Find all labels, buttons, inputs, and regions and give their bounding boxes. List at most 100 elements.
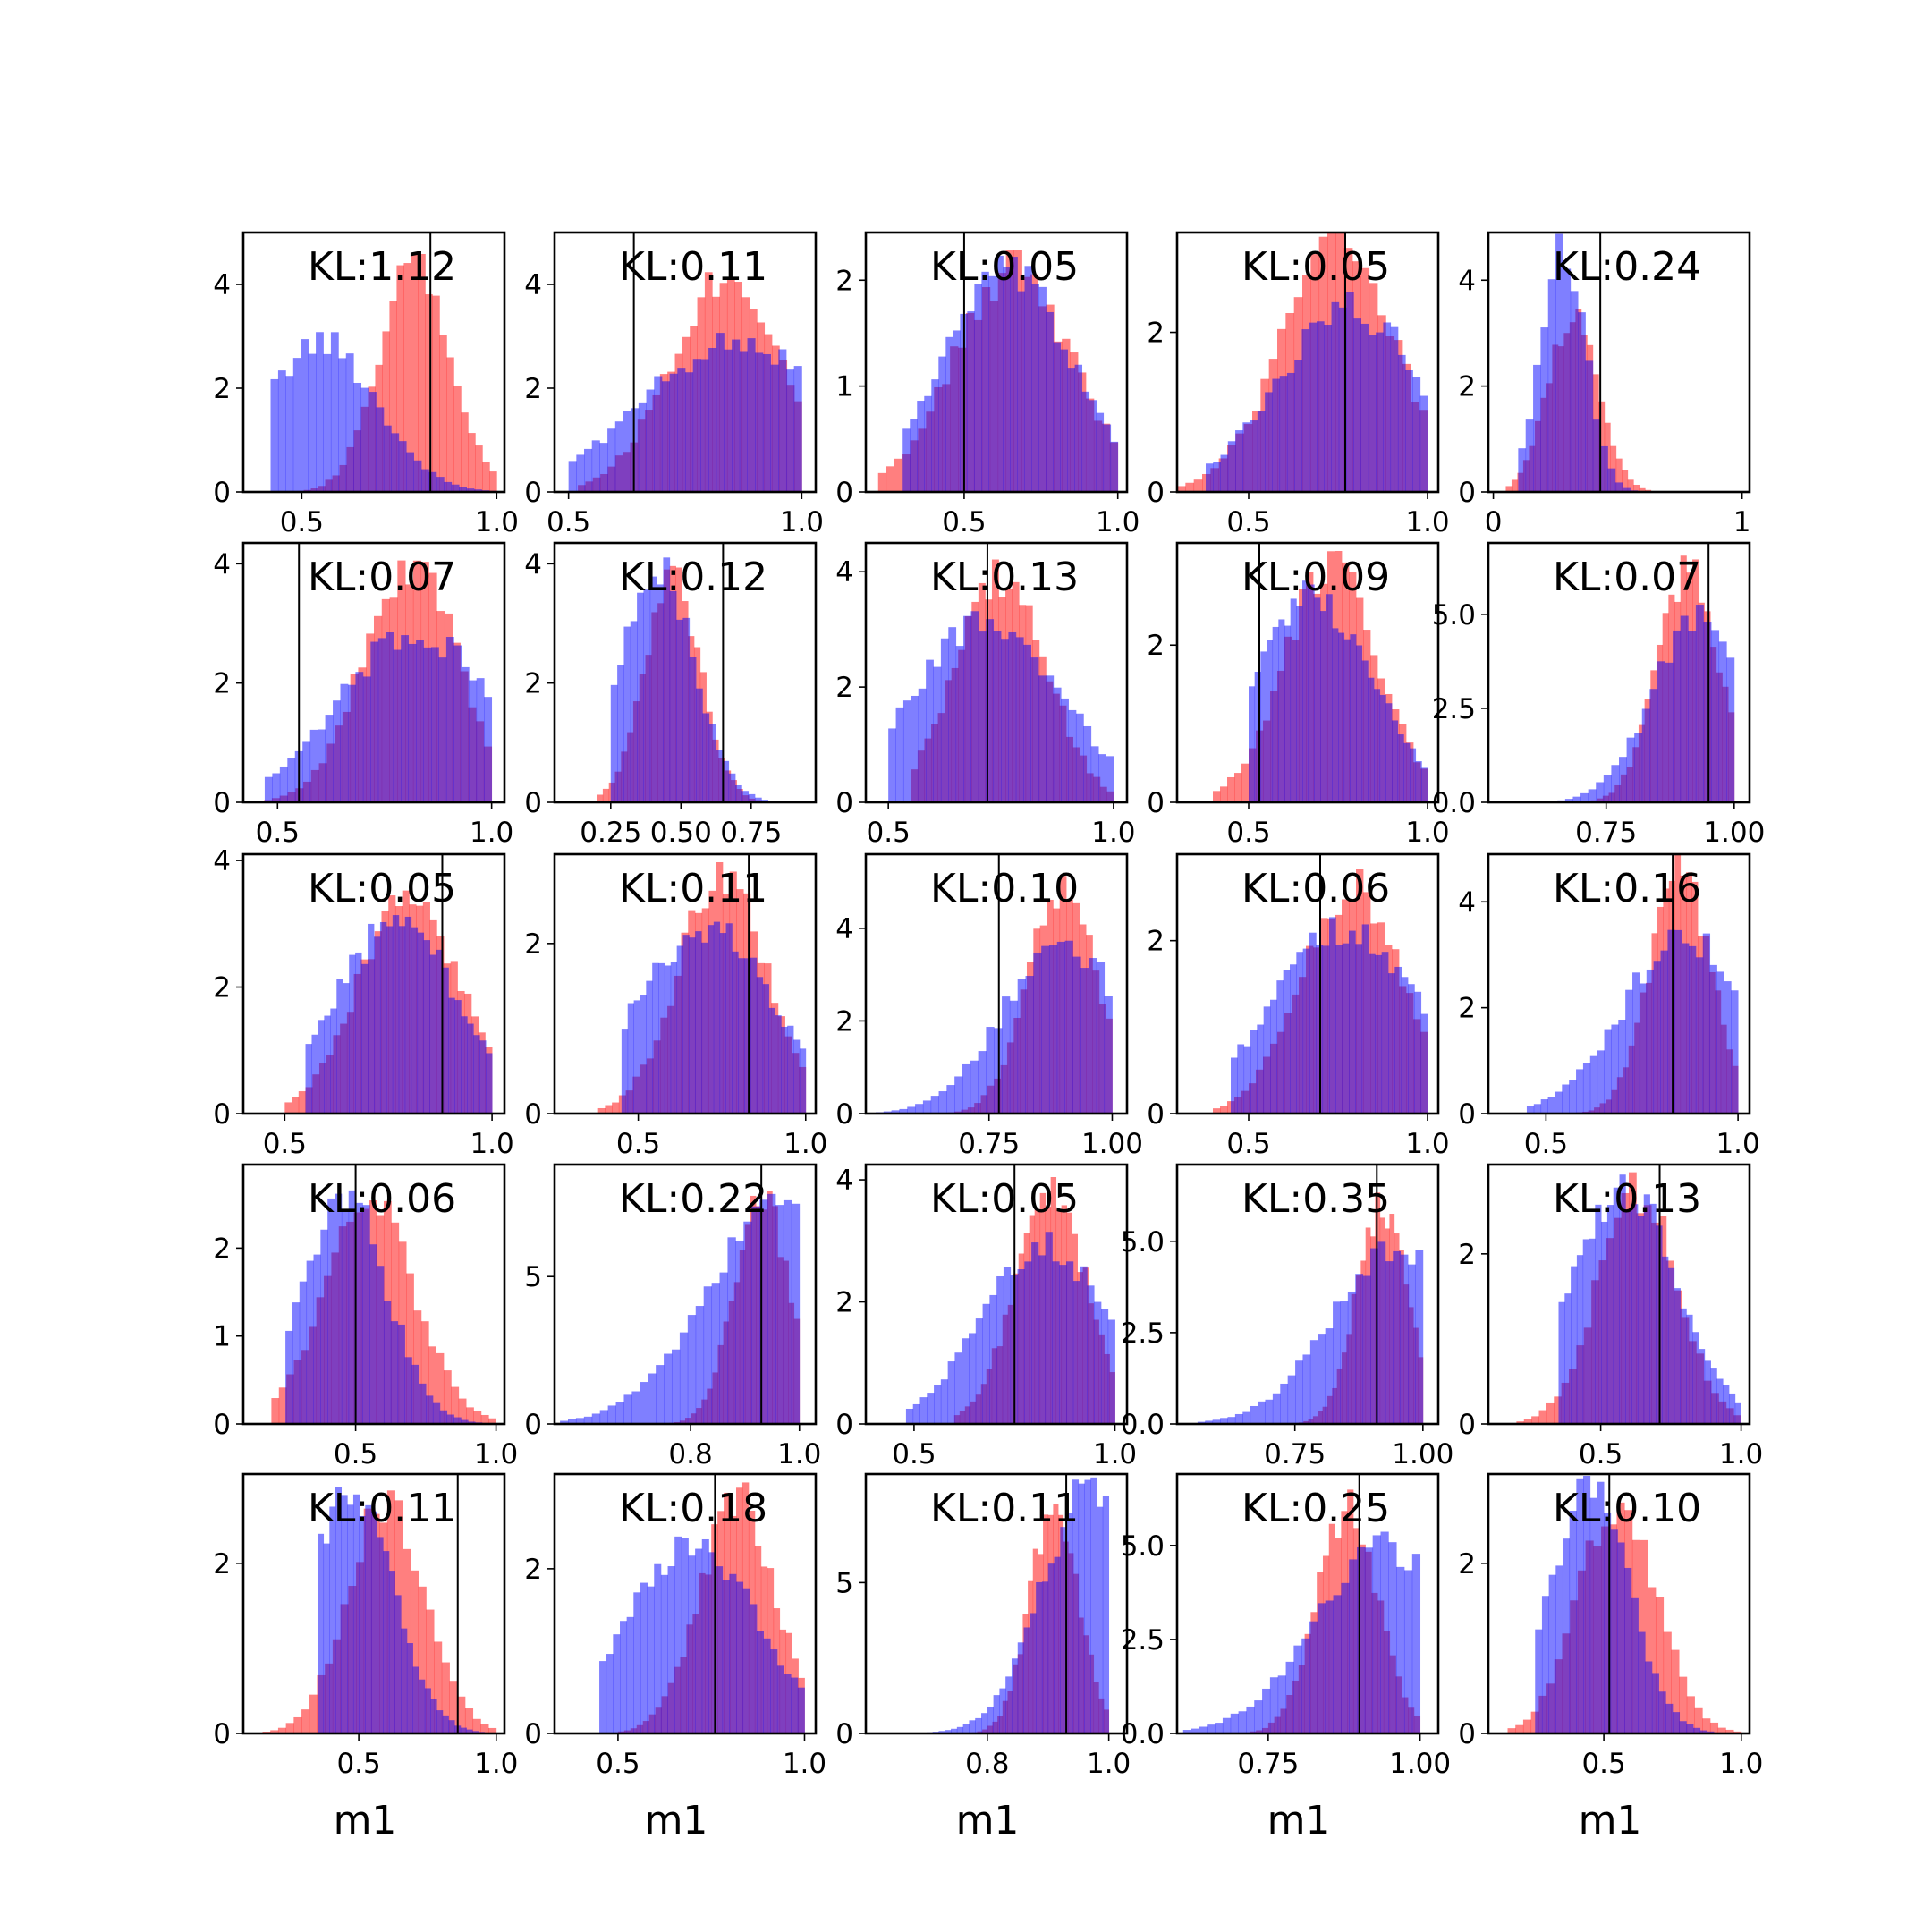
- histogram-bar: [1408, 984, 1415, 1114]
- histogram-bar: [1220, 1418, 1228, 1424]
- histogram-bar: [727, 1237, 736, 1424]
- histogram-bar: [467, 1023, 474, 1114]
- histogram-bar: [1072, 956, 1081, 1114]
- histogram-bar: [970, 611, 979, 802]
- histogram-bar: [398, 441, 407, 492]
- histogram-bar: [1285, 1661, 1294, 1733]
- histogram-bar: [1385, 1261, 1394, 1424]
- histogram-bar: [1087, 1285, 1095, 1424]
- histogram-bar: [1717, 1727, 1726, 1733]
- histogram-bar: [1314, 597, 1321, 802]
- histogram-bar: [1107, 1319, 1115, 1424]
- y-tick-label: 5.0: [1432, 599, 1476, 631]
- histogram-bar: [1516, 1421, 1525, 1424]
- histogram-bar: [393, 649, 402, 802]
- histogram-bar: [1726, 657, 1735, 802]
- histogram-bar: [426, 1609, 435, 1733]
- blue-histogram: [1182, 1531, 1421, 1733]
- histogram-panel: 0.5 1.0 0 2 KL:0.11 m1: [213, 1472, 518, 1843]
- histogram-bar: [1648, 1587, 1657, 1733]
- histogram-bar: [778, 349, 787, 492]
- histogram-bar: [615, 1402, 624, 1424]
- histogram-bar: [708, 347, 717, 492]
- histogram-bar: [1277, 1675, 1286, 1733]
- axes-frame: [864, 852, 1129, 1115]
- histogram-bar: [360, 387, 369, 492]
- histogram-bar: [453, 1417, 462, 1424]
- histogram-bar: [445, 637, 454, 802]
- plot-area: [599, 1474, 805, 1733]
- histogram-bar: [1667, 929, 1675, 1114]
- histogram-bar: [446, 1414, 454, 1424]
- histogram-bar: [377, 1537, 384, 1733]
- histogram-bar: [1206, 463, 1214, 492]
- histogram-bar: [1227, 1417, 1236, 1424]
- histogram-bar: [1554, 1396, 1563, 1424]
- histogram-bar: [1286, 372, 1295, 492]
- histogram-bar: [1380, 1531, 1389, 1733]
- histogram-bar: [1090, 746, 1099, 802]
- y-tick-label: 2: [1458, 1548, 1476, 1580]
- histogram-bar: [623, 626, 631, 802]
- histogram-bar: [1405, 369, 1413, 492]
- axes-frame: [553, 541, 818, 804]
- histogram-bar: [473, 1035, 480, 1114]
- histogram-bar: [1415, 1250, 1424, 1424]
- histogram-bar: [472, 1718, 481, 1733]
- y-tick-label: 2: [835, 1287, 853, 1319]
- x-tick-label: 0.5: [867, 817, 911, 849]
- histogram-bar: [963, 615, 971, 802]
- histogram-bar: [432, 1402, 441, 1424]
- histogram-bar: [1222, 1717, 1232, 1733]
- histogram-bar: [1011, 1658, 1019, 1733]
- histogram-bar: [323, 353, 332, 492]
- histogram-bar: [648, 1373, 657, 1424]
- histogram-bar: [1547, 279, 1556, 492]
- histogram-bar: [1703, 622, 1712, 802]
- x-tick-label: 0.5: [1226, 817, 1270, 849]
- histogram-bar: [1185, 482, 1195, 492]
- histogram-bar: [317, 1533, 325, 1733]
- histogram-bar: [404, 916, 412, 1114]
- histogram-bar: [743, 1221, 752, 1424]
- histogram-bar: [1357, 1546, 1366, 1733]
- histogram-bar: [776, 1665, 784, 1733]
- histogram-bar: [1368, 953, 1376, 1114]
- histogram-bar: [701, 942, 708, 1114]
- histogram-bar: [325, 715, 334, 802]
- histogram-bar: [361, 963, 369, 1114]
- histogram-bar: [905, 1408, 914, 1424]
- histogram-bar: [915, 1104, 924, 1114]
- histogram-bar: [1610, 1529, 1618, 1733]
- histogram-bar: [379, 921, 387, 1114]
- histogram-bar: [599, 443, 608, 492]
- histogram-bar: [1046, 675, 1055, 802]
- histogram-bar: [1582, 1063, 1591, 1114]
- plot-area: [271, 1165, 496, 1424]
- histogram-bar: [292, 1302, 301, 1424]
- histogram-bar: [1555, 1565, 1563, 1733]
- blue-histogram: [1526, 929, 1739, 1114]
- histogram-bar: [954, 1352, 962, 1424]
- histogram-bar: [341, 1495, 348, 1733]
- histogram-bar: [448, 1720, 455, 1733]
- histogram-bar: [461, 1016, 468, 1114]
- kl-annotation: KL:0.11: [930, 1486, 1079, 1531]
- histogram-bar: [406, 1273, 414, 1424]
- histogram-bar: [355, 952, 362, 1114]
- histogram-bar: [1338, 307, 1347, 492]
- kl-annotation: KL:1.12: [308, 244, 456, 290]
- x-tick-label: 1.0: [784, 1128, 827, 1160]
- histogram-bar: [1309, 1621, 1318, 1733]
- histogram-panel: 0.5 1.0 0 1 2 KL:0.06: [213, 1163, 518, 1470]
- histogram-bar: [736, 1581, 744, 1733]
- plot-area: [1177, 233, 1428, 492]
- y-tick-label: 0: [213, 1098, 231, 1131]
- histogram-bar: [744, 958, 751, 1114]
- histogram-bar: [382, 331, 390, 492]
- histogram-bar: [335, 1487, 343, 1733]
- y-tick-label: 2.5: [1121, 1318, 1165, 1350]
- y-tick-label: 0: [1458, 477, 1476, 509]
- histogram-bar: [750, 957, 758, 1114]
- histogram-bar: [1583, 1475, 1591, 1733]
